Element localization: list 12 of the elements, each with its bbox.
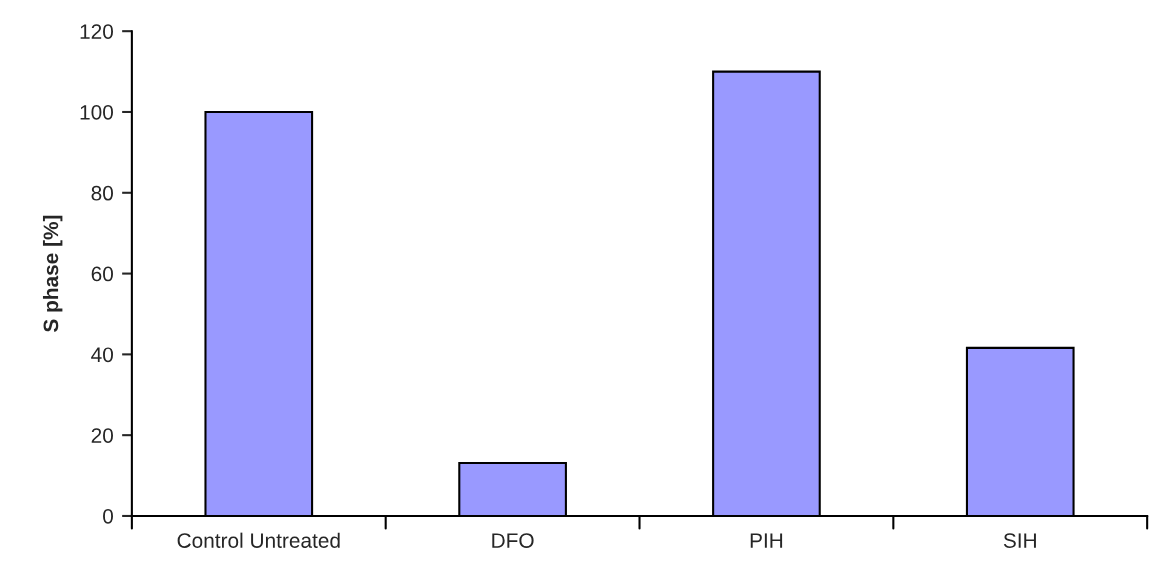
y-tick-label: 20: [91, 428, 113, 443]
x-tick-label: Control Untreated: [177, 532, 340, 548]
x-tick-label: SIH: [1003, 533, 1036, 548]
y-tick-label: 100: [80, 104, 113, 120]
y-tick-label: 120: [80, 24, 113, 39]
x-tick-label: PIH: [750, 533, 783, 548]
y-axis-title: S phase [%]: [42, 215, 63, 333]
x-tick-label: DFO: [492, 533, 534, 548]
y-tick-label: 40: [91, 347, 113, 363]
y-tick-label: 60: [91, 266, 113, 282]
y-tick-label: 80: [91, 185, 113, 201]
y-tick-label: 0: [103, 508, 113, 524]
